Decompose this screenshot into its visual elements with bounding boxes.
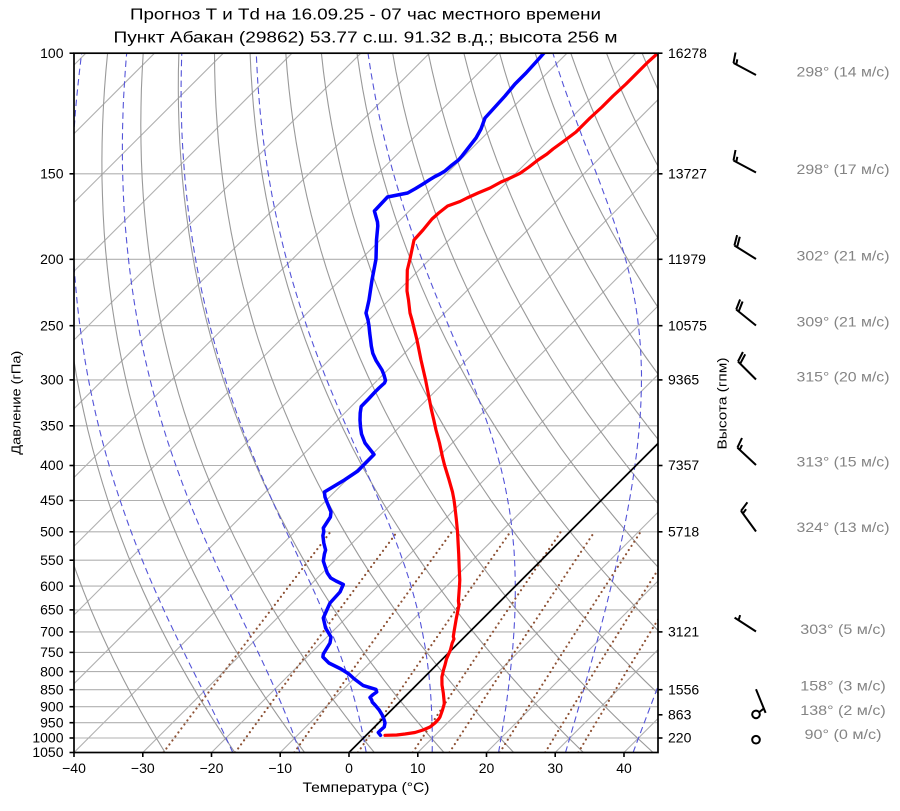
svg-text:900: 900 <box>40 698 64 714</box>
svg-text:20: 20 <box>479 760 495 776</box>
svg-text:Прогноз Т и Td на 16.09.25 - 0: Прогноз Т и Td на 16.09.25 - 07 час мест… <box>130 7 601 24</box>
svg-text:800: 800 <box>40 663 64 679</box>
svg-text:750: 750 <box>40 644 64 660</box>
svg-text:138° (2 м/с): 138° (2 м/с) <box>800 703 886 718</box>
svg-text:298° (17 м/с): 298° (17 м/с) <box>797 162 890 177</box>
svg-text:500: 500 <box>40 524 64 540</box>
svg-text:5718: 5718 <box>668 524 699 540</box>
svg-text:324° (13 м/с): 324° (13 м/с) <box>797 520 890 535</box>
svg-text:700: 700 <box>40 624 64 640</box>
svg-text:303° (5 м/с): 303° (5 м/с) <box>800 622 886 637</box>
svg-text:−10: −10 <box>268 760 292 776</box>
svg-text:7357: 7357 <box>668 457 699 473</box>
svg-text:30: 30 <box>547 760 563 776</box>
svg-text:850: 850 <box>40 681 64 697</box>
svg-text:250: 250 <box>40 317 64 333</box>
svg-text:3121: 3121 <box>668 624 699 640</box>
svg-text:300: 300 <box>40 372 64 388</box>
svg-text:Давление (гПа): Давление (гПа) <box>9 351 24 455</box>
svg-text:950: 950 <box>40 714 64 730</box>
svg-text:158° (3 м/с): 158° (3 м/с) <box>800 679 886 694</box>
svg-text:−40: −40 <box>62 760 86 776</box>
svg-text:40: 40 <box>616 760 632 776</box>
svg-text:16278: 16278 <box>668 45 707 61</box>
svg-text:Температура (°C): Температура (°C) <box>303 780 430 795</box>
svg-text:313° (15 м/с): 313° (15 м/с) <box>797 455 890 470</box>
svg-text:11979: 11979 <box>668 251 706 267</box>
svg-text:220: 220 <box>668 730 692 746</box>
svg-text:350: 350 <box>40 418 64 434</box>
svg-text:550: 550 <box>40 552 64 568</box>
svg-text:−20: −20 <box>200 760 224 776</box>
svg-text:400: 400 <box>40 457 64 473</box>
svg-text:863: 863 <box>668 707 692 723</box>
svg-text:0: 0 <box>345 760 353 776</box>
svg-text:600: 600 <box>40 578 64 594</box>
svg-text:100: 100 <box>40 45 64 61</box>
svg-text:10: 10 <box>410 760 426 776</box>
svg-text:200: 200 <box>40 251 64 267</box>
svg-text:150: 150 <box>40 166 64 182</box>
svg-text:1556: 1556 <box>668 681 699 697</box>
svg-text:1050: 1050 <box>32 744 63 760</box>
svg-text:315° (20 м/с): 315° (20 м/с) <box>797 370 890 385</box>
svg-text:90° (0 м/с): 90° (0 м/с) <box>805 727 882 742</box>
svg-text:−30: −30 <box>131 760 155 776</box>
svg-text:13727: 13727 <box>668 166 707 182</box>
svg-text:309° (21 м/с): 309° (21 м/с) <box>797 315 890 330</box>
svg-text:650: 650 <box>40 602 64 618</box>
svg-text:10575: 10575 <box>668 317 707 333</box>
svg-text:302° (21 м/с): 302° (21 м/с) <box>797 249 890 264</box>
svg-text:298° (14 м/с): 298° (14 м/с) <box>797 64 890 79</box>
svg-text:Пункт Абакан (29862) 53.77 с.ш: Пункт Абакан (29862) 53.77 с.ш. 91.32 в.… <box>114 30 618 47</box>
svg-text:Высота (гпм): Высота (гпм) <box>715 358 730 450</box>
svg-text:1000: 1000 <box>32 730 63 746</box>
svg-text:450: 450 <box>40 492 64 508</box>
svg-text:9365: 9365 <box>668 372 699 388</box>
